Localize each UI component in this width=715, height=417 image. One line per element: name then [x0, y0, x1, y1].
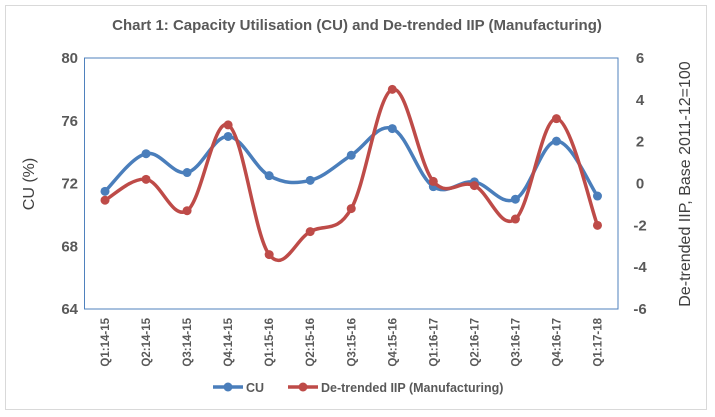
- legend-label-cu: CU: [246, 381, 264, 395]
- data-point-iip: [469, 181, 479, 191]
- data-point-iip: [223, 120, 233, 130]
- y-axis-title: CU (%): [21, 158, 38, 210]
- x-tick-label: Q2:15-16: [305, 318, 317, 367]
- y2-tick-label: 6: [636, 50, 644, 67]
- data-point-iip: [592, 220, 602, 230]
- y2-tick-label: -2: [633, 217, 646, 234]
- x-tick-label: Q4:15-16: [387, 318, 399, 367]
- data-point-cu: [510, 194, 520, 204]
- data-point-cu: [141, 149, 151, 159]
- legend-item-cu: CU: [213, 381, 264, 395]
- data-point-cu: [346, 150, 356, 160]
- y2-tick-label: -6: [633, 301, 646, 318]
- y-tick-label: 64: [61, 301, 78, 318]
- series-iip: [100, 84, 602, 263]
- y2-tick-label: 4: [636, 92, 645, 109]
- x-tick-label: Q1:17-18: [592, 317, 604, 366]
- data-point-iip: [182, 206, 192, 216]
- x-axis: Q1:14-15 Q2:14-15 Q3:14-15 Q4:14-15 Q1:15-16…: [100, 317, 604, 366]
- y2-tick-label: 0: [636, 176, 644, 193]
- data-point-cu: [100, 186, 110, 196]
- plot-area: [84, 57, 619, 310]
- y-tick-label: 72: [61, 176, 78, 193]
- series-line-iip: [103, 87, 600, 263]
- legend-item-iip: De-trended IIP (Manufacturing): [288, 381, 503, 395]
- x-tick-label: Q1:15-16: [264, 318, 276, 367]
- y-axis-right: -6 -4 -2 0 2 4 6: [633, 50, 647, 318]
- y-tick-label: 76: [61, 113, 78, 130]
- chart-frame: [5, 5, 707, 410]
- data-point-cu: [182, 168, 192, 178]
- data-point-cu: [387, 124, 397, 134]
- series-group: [100, 84, 602, 263]
- legend-marker-cu: [223, 382, 233, 392]
- data-point-cu: [551, 136, 561, 146]
- data-point-cu: [305, 175, 315, 185]
- y2-axis-title: De-trended IIP, Base 2011-12=100: [677, 61, 694, 306]
- data-point-iip: [100, 195, 110, 205]
- data-point-cu: [264, 171, 274, 181]
- y2-tick-label: -4: [633, 259, 647, 276]
- x-tick-label: Q1:16-17: [428, 318, 440, 367]
- x-tick-label: Q1:14-15: [100, 317, 112, 366]
- data-point-cu: [592, 191, 602, 201]
- series-line-cu: [103, 126, 600, 203]
- data-point-iip: [264, 250, 274, 260]
- data-point-iip: [428, 176, 438, 186]
- chart-title: Chart 1: Capacity Utilisation (CU) and D…: [112, 17, 602, 34]
- data-point-iip: [510, 214, 520, 224]
- y-tick-label: 80: [61, 50, 78, 67]
- series-cu: [100, 124, 602, 204]
- y-axis-left: 64 68 72 76 80: [61, 50, 78, 318]
- data-point-iip: [346, 204, 356, 214]
- x-tick-label: Q2:14-15: [141, 317, 153, 366]
- data-point-iip: [305, 227, 315, 237]
- legend-marker-iip: [298, 382, 308, 392]
- legend: CU De-trended IIP (Manufacturing): [213, 381, 503, 395]
- data-point-iip: [551, 114, 561, 124]
- x-tick-label: Q2:16-17: [469, 318, 481, 367]
- x-tick-label: Q3:14-15: [182, 317, 194, 366]
- data-point-iip: [141, 174, 151, 184]
- x-tick-label: Q4:16-17: [551, 318, 563, 367]
- y2-tick-label: 2: [636, 134, 644, 151]
- legend-label-iip: De-trended IIP (Manufacturing): [321, 381, 503, 395]
- x-tick-label: Q4:14-15: [223, 317, 235, 366]
- x-tick-label: Q3:16-17: [510, 318, 522, 367]
- data-point-cu: [223, 131, 233, 141]
- x-tick-label: Q3:15-16: [346, 318, 358, 367]
- data-point-iip: [387, 84, 397, 94]
- y-tick-label: 68: [61, 238, 78, 255]
